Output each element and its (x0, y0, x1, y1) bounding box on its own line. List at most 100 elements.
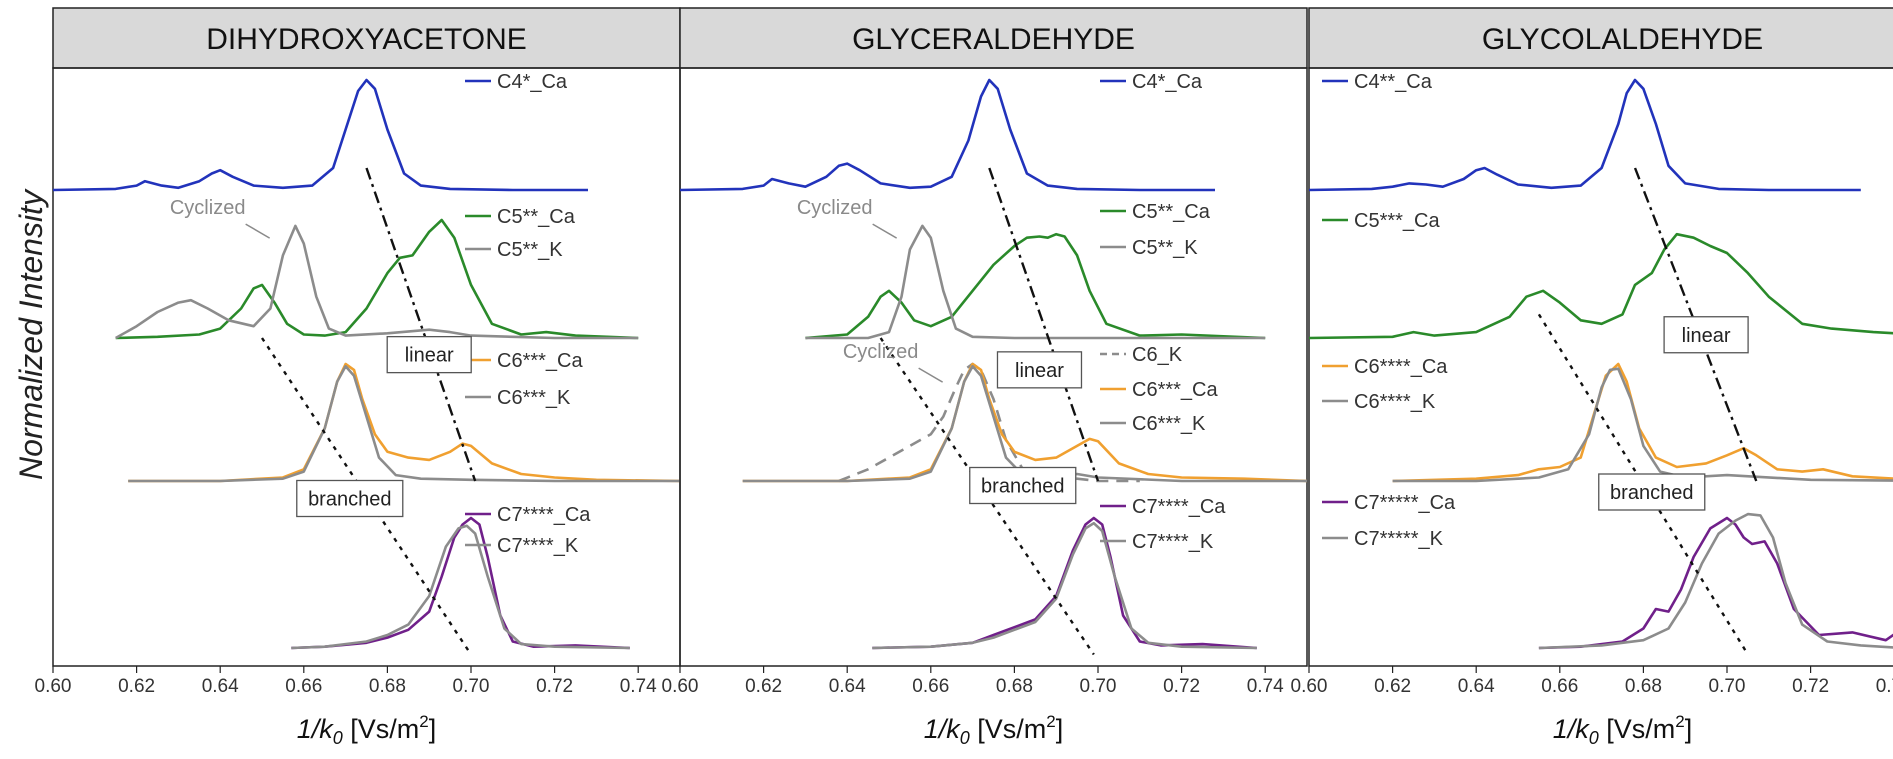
x-tick-label: 0.68 (996, 676, 1033, 697)
x-tick-label: 0.70 (453, 676, 490, 697)
x-tick-label: 0.60 (662, 676, 699, 697)
series-line (1392, 367, 1893, 483)
legend-label: C6***_Ca (497, 350, 583, 372)
legend-label: C4*_Ca (1132, 71, 1203, 93)
legend-label: C7****_K (497, 535, 579, 557)
series-line (1538, 512, 1893, 650)
plot-area (1308, 67, 1893, 667)
series-line (1308, 232, 1893, 340)
legend-label: C6****_K (1354, 391, 1436, 413)
x-tick-label: 0.74 (1247, 676, 1284, 697)
x-axis-label: 1/k0 [Vs/m2] (1553, 712, 1693, 748)
legend-label: C4*_Ca (497, 71, 568, 93)
x-tick-label: 0.72 (1163, 676, 1200, 697)
series-line (115, 224, 639, 340)
linear-trend-line (365, 167, 477, 482)
x-axis-label: 1/k0 [Vs/m2] (924, 712, 1064, 748)
panel-title: DIHYDROXYACETONE (206, 23, 527, 56)
x-axis-label: 1/k0 [Vs/m2] (297, 712, 437, 748)
linear-label: linear (405, 345, 454, 367)
series-line (52, 78, 588, 192)
linear-label-box (386, 335, 472, 374)
x-tick-label: 0.68 (1625, 676, 1662, 697)
cyclized-label: Cyclized (797, 197, 873, 219)
cyclized-label: Cyclized (843, 341, 919, 363)
series-line (1308, 78, 1861, 192)
series-line (291, 516, 630, 650)
legend-label: C5***_Ca (1354, 210, 1440, 232)
x-tick-label: 0.66 (1541, 676, 1578, 697)
branched-label: branched (1610, 482, 1693, 504)
x-tick-label: 0.64 (829, 676, 866, 697)
x-tick-label: 0.64 (202, 676, 239, 697)
cyclized-arrow (918, 367, 944, 383)
x-tick-label: 0.62 (118, 676, 155, 697)
panel-title: GLYCOLALDEHYDE (1482, 23, 1763, 56)
series-line (128, 362, 681, 483)
legend-label: C6_K (1132, 344, 1183, 366)
series-line (742, 365, 1307, 483)
plot-area (52, 67, 681, 667)
legend-label: C6***_K (1132, 413, 1206, 435)
x-tick-label: 0.74 (1876, 676, 1893, 697)
legend-label: C7****_Ca (1132, 496, 1226, 518)
linear-label-box (1663, 316, 1749, 354)
linear-label: linear (1682, 325, 1731, 347)
x-tick-label: 0.60 (1291, 676, 1328, 697)
branched-trend-line (260, 337, 473, 656)
legend-label: C6****_Ca (1354, 356, 1448, 378)
legend-label: C5**_K (497, 239, 563, 261)
branched-label-box (969, 466, 1077, 505)
legend-label: C7*****_K (1354, 528, 1444, 550)
x-tick-label: 0.70 (1080, 676, 1117, 697)
legend-label: C4**_Ca (1354, 71, 1433, 93)
x-tick-label: 0.72 (1792, 676, 1829, 697)
x-tick-label: 0.70 (1709, 676, 1746, 697)
series-line (838, 362, 1140, 483)
x-tick-label: 0.68 (369, 676, 406, 697)
plot-area (679, 67, 1308, 667)
branched-label: branched (308, 489, 391, 511)
chart-panel: GLYCOLALDEHYDE 0.60 0.62 0.64 0.66 0.68 0.70 0.… (1291, 7, 1893, 748)
series-line (1538, 516, 1893, 650)
panel-header (52, 7, 681, 69)
branched-label-box (1598, 473, 1706, 511)
x-tick-label: 0.66 (912, 676, 949, 697)
x-tick-label: 0.66 (285, 676, 322, 697)
linear-label: linear (1015, 360, 1064, 382)
x-tick-label: 0.60 (35, 676, 72, 697)
series-line (115, 218, 639, 340)
panel-title: GLYCERALDEHYDE (852, 23, 1135, 56)
x-tick-label: 0.72 (536, 676, 573, 697)
series-line (872, 521, 1257, 650)
series-line (679, 78, 1215, 192)
series-line (805, 224, 1266, 340)
x-tick-label: 0.74 (620, 676, 657, 697)
x-tick-label: 0.62 (745, 676, 782, 697)
panel-header (1308, 7, 1893, 69)
branched-label-box (296, 479, 404, 518)
chart-panel: GLYCERALDEHYDE 0.60 0.62 0.64 0.66 0.68 0.70 0.… (662, 7, 1308, 748)
legend-label: C6***_Ca (1132, 379, 1218, 401)
series-line (291, 524, 630, 650)
series-line (805, 232, 1266, 340)
x-tick-label: 0.62 (1374, 676, 1411, 697)
legend-label: C5**_Ca (497, 206, 576, 228)
legend-label: C5**_Ca (1132, 201, 1211, 223)
legend-label: C7*****_Ca (1354, 492, 1456, 514)
legend-label: C5**_K (1132, 237, 1198, 259)
linear-label-box (996, 351, 1083, 389)
x-tick-label: 0.64 (1458, 676, 1495, 697)
linear-trend-line (988, 167, 1100, 482)
cyclized-arrow (872, 223, 898, 239)
legend-label: C7****_K (1132, 531, 1214, 553)
legend-label: C7****_Ca (497, 504, 591, 526)
branched-trend-line (1537, 313, 1749, 656)
cyclized-arrow (245, 223, 271, 239)
chart-panel: DIHYDROXYACETONE 0.60 0.62 0.64 0.66 0.68 0.70… (35, 7, 681, 748)
y-axis-label: Normalized Intensity (13, 188, 49, 480)
legend-label: C6***_K (497, 387, 571, 409)
series-line (128, 365, 680, 483)
branched-label: branched (981, 476, 1064, 498)
